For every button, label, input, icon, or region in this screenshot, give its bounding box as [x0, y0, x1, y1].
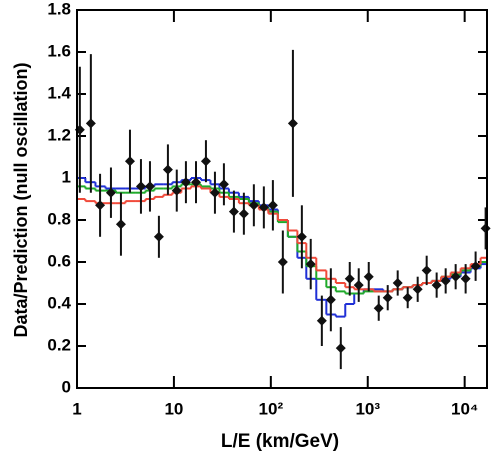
data-point	[373, 303, 384, 314]
data-point	[325, 294, 336, 305]
data-point	[363, 271, 374, 282]
data-point	[344, 273, 355, 284]
data-point	[200, 156, 211, 167]
data-point	[296, 231, 307, 242]
data-point	[412, 284, 423, 295]
data-point	[218, 179, 229, 190]
y-tick-label: 1.2	[47, 125, 71, 144]
data-point	[105, 187, 116, 198]
data-point	[431, 280, 442, 291]
data-point	[316, 315, 327, 326]
y-tick-label: 0.4	[47, 293, 71, 312]
plot-frame	[76, 9, 488, 389]
data-point	[470, 261, 481, 272]
data-point	[209, 187, 220, 198]
y-tick-label: 0	[62, 377, 71, 396]
data-point	[402, 292, 413, 303]
x-tick-label: 10²	[259, 399, 284, 418]
data-point	[180, 177, 191, 188]
data-point	[353, 280, 364, 291]
data-point	[421, 265, 432, 276]
data-point	[382, 292, 393, 303]
x-tick-label: 10⁴	[451, 399, 478, 418]
data-point	[258, 202, 269, 213]
y-tick-label: 0.2	[47, 335, 71, 354]
data-point	[460, 273, 471, 284]
data-point	[335, 343, 346, 354]
y-tick-label: 1.6	[47, 41, 71, 60]
x-tick-label: 10	[164, 399, 183, 418]
data-point	[305, 259, 316, 270]
data-point	[450, 271, 461, 282]
x-tick-label: 1	[72, 399, 81, 418]
data-point	[171, 185, 182, 196]
data-point	[85, 118, 96, 129]
y-axis-title: Data/Prediction (null oscillation)	[11, 62, 31, 337]
data-point	[440, 275, 451, 286]
data-point	[135, 181, 146, 192]
y-tick-label: 1	[62, 167, 71, 186]
data-point	[480, 223, 491, 234]
x-axis-title: L/E (km/GeV)	[221, 431, 339, 452]
data-point	[238, 208, 249, 219]
data-point	[191, 177, 202, 188]
x-tick-label: 10³	[355, 399, 380, 418]
y-tick-label: 1.4	[47, 83, 71, 102]
y-tick-label: 1.8	[47, 0, 71, 18]
data-point	[277, 257, 288, 267]
data-point	[162, 164, 173, 175]
data-point	[124, 156, 135, 167]
data-point	[228, 206, 239, 217]
data-point	[267, 200, 278, 211]
y-tick-label: 0.8	[47, 209, 71, 228]
data-point	[248, 200, 259, 211]
data-point	[115, 219, 126, 230]
data-point	[95, 200, 106, 211]
y-tick-label: 0.6	[47, 251, 71, 270]
data-point	[153, 231, 164, 242]
data-point	[287, 118, 298, 129]
data-point	[144, 181, 155, 192]
data-point	[392, 278, 403, 288]
